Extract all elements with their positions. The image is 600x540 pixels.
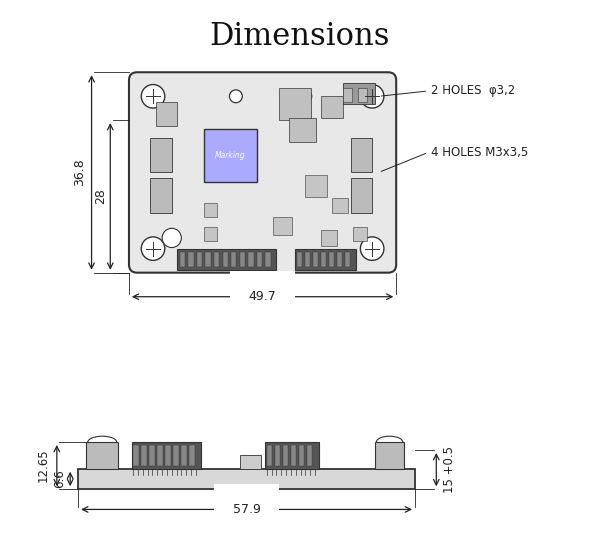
Bar bbox=[78, 469, 415, 489]
Bar bbox=[204, 129, 257, 183]
Bar bbox=[180, 252, 185, 267]
Bar bbox=[231, 252, 236, 267]
Circle shape bbox=[229, 90, 242, 103]
Bar bbox=[257, 252, 262, 267]
Text: 12.65: 12.65 bbox=[37, 449, 50, 482]
Text: Marking: Marking bbox=[215, 151, 246, 160]
Bar bbox=[295, 248, 356, 270]
Text: 57.9: 57.9 bbox=[233, 503, 260, 516]
Bar bbox=[151, 138, 172, 172]
Bar bbox=[265, 252, 271, 267]
Bar bbox=[278, 88, 311, 120]
Circle shape bbox=[141, 237, 165, 260]
Text: 15 +0.5: 15 +0.5 bbox=[443, 446, 456, 493]
Bar bbox=[265, 442, 319, 469]
Bar bbox=[329, 252, 334, 267]
FancyBboxPatch shape bbox=[129, 72, 396, 273]
Bar bbox=[337, 252, 342, 267]
Bar bbox=[173, 445, 179, 466]
Bar bbox=[289, 118, 316, 143]
Text: 6.6: 6.6 bbox=[53, 470, 66, 488]
Bar bbox=[343, 83, 375, 104]
Bar bbox=[133, 445, 139, 466]
Text: 4 HOLES M3x3,5: 4 HOLES M3x3,5 bbox=[431, 146, 528, 159]
Bar bbox=[239, 252, 245, 267]
Bar bbox=[291, 445, 296, 466]
Bar bbox=[214, 252, 219, 267]
Bar bbox=[305, 175, 327, 197]
Bar bbox=[375, 442, 404, 469]
Bar bbox=[305, 252, 310, 267]
Bar bbox=[190, 445, 195, 466]
Bar bbox=[131, 442, 201, 469]
Text: 2 HOLES  φ3,2: 2 HOLES φ3,2 bbox=[431, 84, 515, 97]
Bar bbox=[351, 178, 372, 213]
Bar bbox=[149, 445, 155, 466]
Bar bbox=[248, 252, 254, 267]
Bar bbox=[275, 445, 280, 466]
Bar bbox=[313, 252, 318, 267]
Bar bbox=[351, 138, 372, 172]
Bar bbox=[283, 445, 288, 466]
Bar bbox=[322, 96, 343, 118]
Bar bbox=[273, 217, 292, 235]
Text: 28: 28 bbox=[94, 188, 107, 204]
Bar bbox=[156, 102, 177, 126]
Text: 49.7: 49.7 bbox=[249, 290, 277, 303]
Bar bbox=[240, 455, 261, 469]
Bar bbox=[353, 227, 367, 241]
Bar bbox=[322, 230, 337, 246]
Bar bbox=[151, 178, 172, 213]
Bar bbox=[321, 252, 326, 267]
Text: Dimensions: Dimensions bbox=[210, 22, 390, 52]
Circle shape bbox=[361, 237, 384, 260]
Bar bbox=[188, 252, 194, 267]
Bar bbox=[86, 442, 118, 469]
Circle shape bbox=[299, 90, 312, 103]
Bar bbox=[141, 445, 146, 466]
Bar bbox=[343, 88, 352, 102]
Bar bbox=[197, 252, 202, 267]
Bar bbox=[267, 445, 272, 466]
Bar bbox=[307, 445, 312, 466]
Bar bbox=[345, 252, 350, 267]
Bar bbox=[204, 227, 217, 241]
Bar bbox=[204, 203, 217, 217]
Bar bbox=[157, 445, 163, 466]
Circle shape bbox=[162, 228, 181, 247]
Circle shape bbox=[141, 85, 165, 108]
Bar bbox=[177, 248, 276, 270]
Bar bbox=[297, 252, 302, 267]
Bar bbox=[332, 198, 348, 213]
Bar bbox=[166, 445, 170, 466]
Text: 36.8: 36.8 bbox=[73, 159, 86, 186]
Bar bbox=[223, 252, 228, 267]
Bar bbox=[358, 88, 367, 102]
Circle shape bbox=[361, 85, 384, 108]
Bar bbox=[181, 445, 187, 466]
Bar bbox=[299, 445, 304, 466]
Bar bbox=[205, 252, 211, 267]
